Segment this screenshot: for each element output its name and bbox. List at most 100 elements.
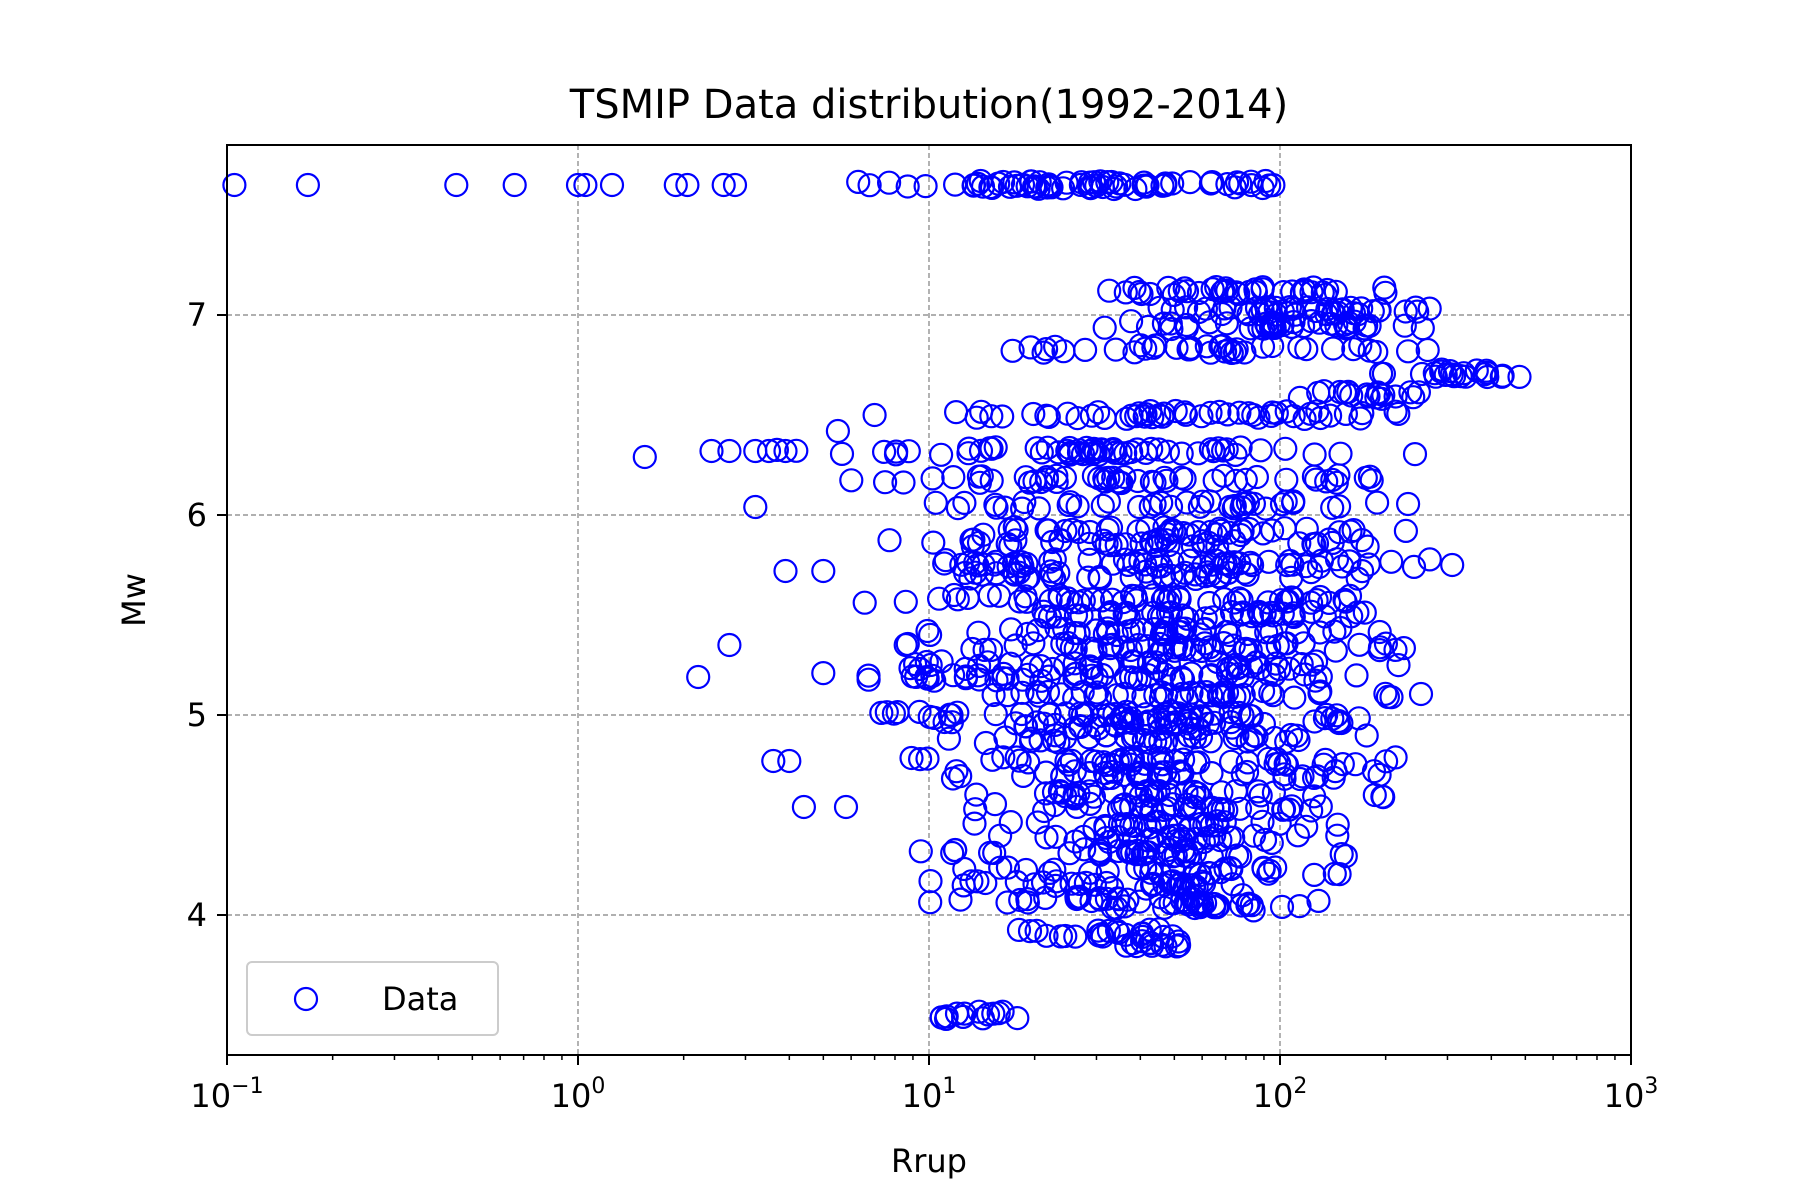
data-point <box>960 534 985 559</box>
data-point <box>1395 491 1421 517</box>
data-point <box>1062 651 1087 676</box>
data-point <box>1333 843 1358 869</box>
data-point <box>1004 517 1029 543</box>
data-point <box>1110 793 1135 818</box>
data-point <box>1057 841 1082 866</box>
data-point <box>1080 636 1105 661</box>
data-point <box>1353 465 1378 490</box>
data-point <box>839 468 864 493</box>
data-point <box>1367 635 1393 660</box>
data-point <box>1303 467 1329 492</box>
data-point <box>1055 401 1080 426</box>
data-point <box>1129 617 1154 642</box>
data-point <box>1304 764 1330 789</box>
data-point <box>1040 529 1065 555</box>
data-point <box>1193 296 1219 321</box>
data-point <box>1349 558 1375 584</box>
data-point <box>1409 361 1435 387</box>
data-point <box>953 666 979 691</box>
data-point <box>1182 725 1208 750</box>
data-point <box>1275 552 1300 578</box>
data-point <box>1160 171 1185 196</box>
data-point <box>1194 334 1219 359</box>
data-point <box>908 839 933 864</box>
data-point <box>1246 779 1271 804</box>
data-point <box>1182 637 1207 663</box>
data-point <box>1133 559 1159 584</box>
data-point <box>773 438 798 464</box>
data-point <box>1218 295 1243 320</box>
data-point <box>1226 586 1252 611</box>
data-point <box>1170 667 1196 692</box>
data-point <box>1170 603 1195 628</box>
data-point <box>970 1006 996 1031</box>
data-point <box>1163 398 1188 424</box>
data-point <box>1345 566 1370 591</box>
data-point <box>1003 633 1028 658</box>
data-point <box>966 530 992 555</box>
data-point <box>1332 312 1358 337</box>
data-point <box>1199 683 1224 708</box>
data-point <box>958 566 983 591</box>
data-point <box>940 766 966 791</box>
data-point <box>1126 632 1151 658</box>
data-point <box>1034 467 1060 492</box>
data-point <box>675 172 700 198</box>
data-point <box>1139 798 1164 823</box>
data-point <box>891 470 916 495</box>
data-point <box>1063 924 1088 949</box>
data-point <box>1332 587 1357 612</box>
data-point <box>1299 798 1324 823</box>
data-point <box>1016 750 1041 775</box>
data-point <box>967 470 993 495</box>
data-point <box>1314 702 1339 728</box>
data-point <box>1322 861 1347 886</box>
data-point <box>1218 709 1244 735</box>
data-point <box>1386 652 1411 678</box>
data-point <box>686 664 711 690</box>
data-point <box>1007 748 1032 773</box>
x-tick-label: 102 <box>1253 1074 1308 1115</box>
data-point <box>1143 729 1168 754</box>
data-point <box>965 171 991 196</box>
data-point <box>1250 678 1276 704</box>
data-point <box>1149 490 1174 515</box>
data-point <box>1306 380 1331 405</box>
data-point <box>1013 857 1039 883</box>
y-tick-label: 5 <box>187 696 207 734</box>
data-point <box>1170 747 1196 772</box>
data-point <box>1199 760 1224 786</box>
data-point <box>1294 814 1319 839</box>
data-point <box>1371 784 1396 810</box>
data-point <box>1323 638 1348 663</box>
data-point <box>1320 530 1345 556</box>
data-point <box>1122 275 1147 300</box>
data-point <box>1391 635 1417 661</box>
data-point <box>1289 651 1314 677</box>
data-point <box>1347 632 1372 657</box>
data-point <box>1227 400 1252 425</box>
y-tick-label: 6 <box>187 496 207 534</box>
data-point <box>1247 315 1272 340</box>
data-point <box>1210 438 1236 463</box>
data-point <box>1034 923 1059 948</box>
data-point <box>1228 435 1253 460</box>
data-point <box>1367 619 1392 645</box>
data-point <box>1245 795 1270 821</box>
data-point <box>1011 763 1036 789</box>
data-point <box>1324 547 1350 572</box>
data-point <box>1262 315 1287 340</box>
data-point <box>1000 338 1025 363</box>
data-point <box>1134 779 1159 804</box>
data-point <box>1046 440 1071 465</box>
data-point <box>862 402 887 428</box>
data-point <box>896 439 921 464</box>
data-point <box>1260 603 1286 628</box>
data-point <box>1244 464 1270 490</box>
data-point <box>1098 533 1123 558</box>
data-point <box>979 404 1004 429</box>
data-point <box>1317 403 1343 428</box>
data-point <box>1064 661 1089 686</box>
data-point <box>900 664 925 689</box>
data-point <box>1071 588 1096 613</box>
